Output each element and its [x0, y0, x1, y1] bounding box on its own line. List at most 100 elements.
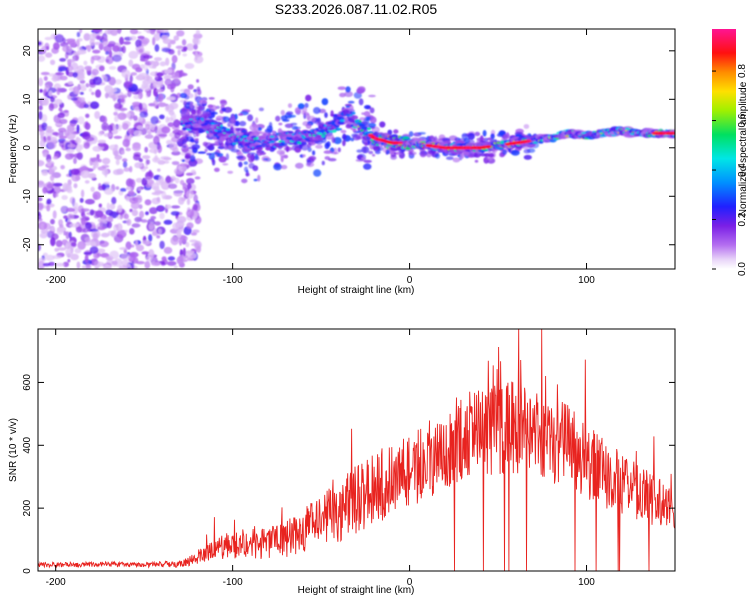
- spectrogram-blob: [434, 153, 441, 159]
- spectrogram-noise-blob: [124, 229, 129, 233]
- spectrogram-blob: [324, 133, 334, 140]
- spectrogram-noise-blob: [60, 165, 65, 170]
- spectrogram-noise-blob: [132, 101, 141, 106]
- spectrogram-noise-blob: [43, 76, 48, 81]
- spectrogram-noise-blob: [103, 187, 114, 195]
- spectrogram-blob: [474, 131, 481, 137]
- spectrogram-noise-blob: [128, 50, 139, 59]
- spectrogram-noise-blob: [65, 38, 76, 43]
- spectrogram-blob: [256, 124, 265, 129]
- spectrogram-noise-blob: [143, 29, 150, 32]
- spectrogram-noise-blob: [154, 189, 162, 196]
- spectrogram-blob: [305, 123, 312, 129]
- spectrogram-blob: [342, 139, 346, 147]
- spectrogram-noise-blob: [136, 125, 144, 130]
- spectrogram-noise-blob: [38, 260, 45, 269]
- spectrogram-noise-blob: [83, 251, 93, 255]
- spectrogram-noise-blob: [70, 253, 79, 261]
- spectrogram-blob: [272, 130, 276, 135]
- spectrogram-noise-blob: [93, 260, 101, 269]
- spectrogram-noise-blob: [151, 261, 161, 266]
- spectrogram-noise-blob: [109, 66, 117, 70]
- spectrogram-noise-blob: [38, 257, 46, 262]
- spectrogram-blob: [277, 128, 283, 134]
- spectrogram-noise-blob: [69, 119, 79, 124]
- spectrogram-noise-blob: [155, 88, 164, 93]
- spectrogram-blob: [204, 148, 208, 152]
- spectrogram-noise-blob: [142, 55, 153, 59]
- spectrogram-blob: [204, 111, 211, 118]
- spectrogram-noise-blob: [157, 102, 167, 107]
- spectrogram-blob: [467, 132, 475, 140]
- spectrogram-blob: [467, 153, 475, 158]
- spectrogram-blob: [476, 137, 486, 141]
- spectrogram-noise-blob: [67, 71, 75, 77]
- spectrogram-ridge-blob: [367, 127, 372, 131]
- spectrogram-noise-blob: [84, 198, 95, 205]
- spectrogram-blob: [241, 178, 248, 184]
- spectrogram-noise-blob: [152, 64, 157, 69]
- spectrogram-noise-blob: [139, 111, 149, 118]
- spectrogram-noise-blob: [136, 261, 145, 265]
- spectrogram-noise-blob: [188, 159, 198, 167]
- spectrogram-noise-blob: [135, 39, 142, 48]
- spectrogram-noise-blob: [114, 144, 118, 148]
- spectrogram-blob: [459, 153, 465, 159]
- spectrogram-noise-blob: [59, 58, 66, 62]
- spectrogram-noise-blob: [156, 72, 164, 77]
- spectrogram-noise-blob: [177, 49, 181, 56]
- spectrogram-noise-blob: [92, 76, 103, 86]
- spectrogram-blob: [368, 150, 374, 155]
- spectrogram-noise-blob: [174, 177, 180, 184]
- spectrogram-blob: [195, 138, 199, 142]
- spectrogram-blob: [186, 136, 194, 142]
- spectrogram-noise-blob: [50, 218, 55, 225]
- spectrogram-ridge-blob: [676, 133, 682, 137]
- spectrogram-noise-blob: [149, 207, 158, 215]
- spectrogram-blob: [361, 112, 365, 115]
- spectrogram-blob: [344, 91, 353, 98]
- spectrogram-blob: [239, 120, 247, 127]
- spectrogram-blob: [340, 129, 347, 134]
- spectrogram-blob: [263, 157, 269, 161]
- spectrogram-noise-blob: [159, 29, 169, 34]
- spectrogram-noise-blob: [70, 168, 80, 175]
- spectrogram-noise-blob: [97, 185, 105, 191]
- spectrogram-noise-blob: [59, 75, 68, 81]
- spectrogram-noise-blob: [173, 190, 183, 197]
- spectrogram-noise-blob: [193, 204, 198, 211]
- spectrogram-ridge-blob: [219, 136, 226, 141]
- spectrogram-noise-blob: [182, 46, 188, 51]
- spectrogram-noise-blob: [144, 261, 151, 269]
- spectrogram-blob: [323, 150, 333, 154]
- spectrogram-blob: [425, 150, 432, 158]
- spectrogram-noise-blob: [149, 60, 157, 65]
- spectrogram-blob: [199, 111, 206, 118]
- spectrogram-blob: [315, 144, 323, 149]
- spectrogram-blob: [214, 167, 220, 172]
- spectrogram-noise-blob: [47, 136, 51, 141]
- spectrogram-noise-blob: [39, 232, 48, 239]
- spectrogram-noise-blob: [159, 212, 165, 220]
- spectrogram-noise-blob: [73, 183, 78, 189]
- spectrogram-blob: [304, 102, 309, 109]
- spectrogram-noise-blob: [119, 247, 128, 251]
- spectrogram-noise-blob: [126, 112, 131, 119]
- spectrogram-noise-blob: [164, 78, 173, 86]
- spectrogram-noise-blob: [89, 228, 99, 232]
- spectrogram-noise-blob: [72, 202, 79, 210]
- spectrogram-noise-blob: [120, 253, 131, 261]
- spectrogram-noise-blob: [137, 35, 145, 40]
- spectrogram-noise-blob: [195, 29, 200, 35]
- spectrogram-noise-blob: [140, 219, 148, 223]
- spectrogram-blob: [235, 127, 241, 132]
- spectrogram-blob: [189, 101, 194, 109]
- spectrogram-blob: [364, 141, 369, 147]
- spectrogram-noise-blob: [40, 223, 45, 230]
- spectrogram-ridge-blob: [676, 134, 681, 136]
- spectrogram-noise-blob: [63, 230, 67, 236]
- spectrogram-blob: [523, 124, 530, 129]
- spectrogram-noise-blob: [84, 237, 91, 243]
- spectrogram-noise-blob: [110, 29, 119, 36]
- spectrogram-noise-blob: [92, 29, 103, 33]
